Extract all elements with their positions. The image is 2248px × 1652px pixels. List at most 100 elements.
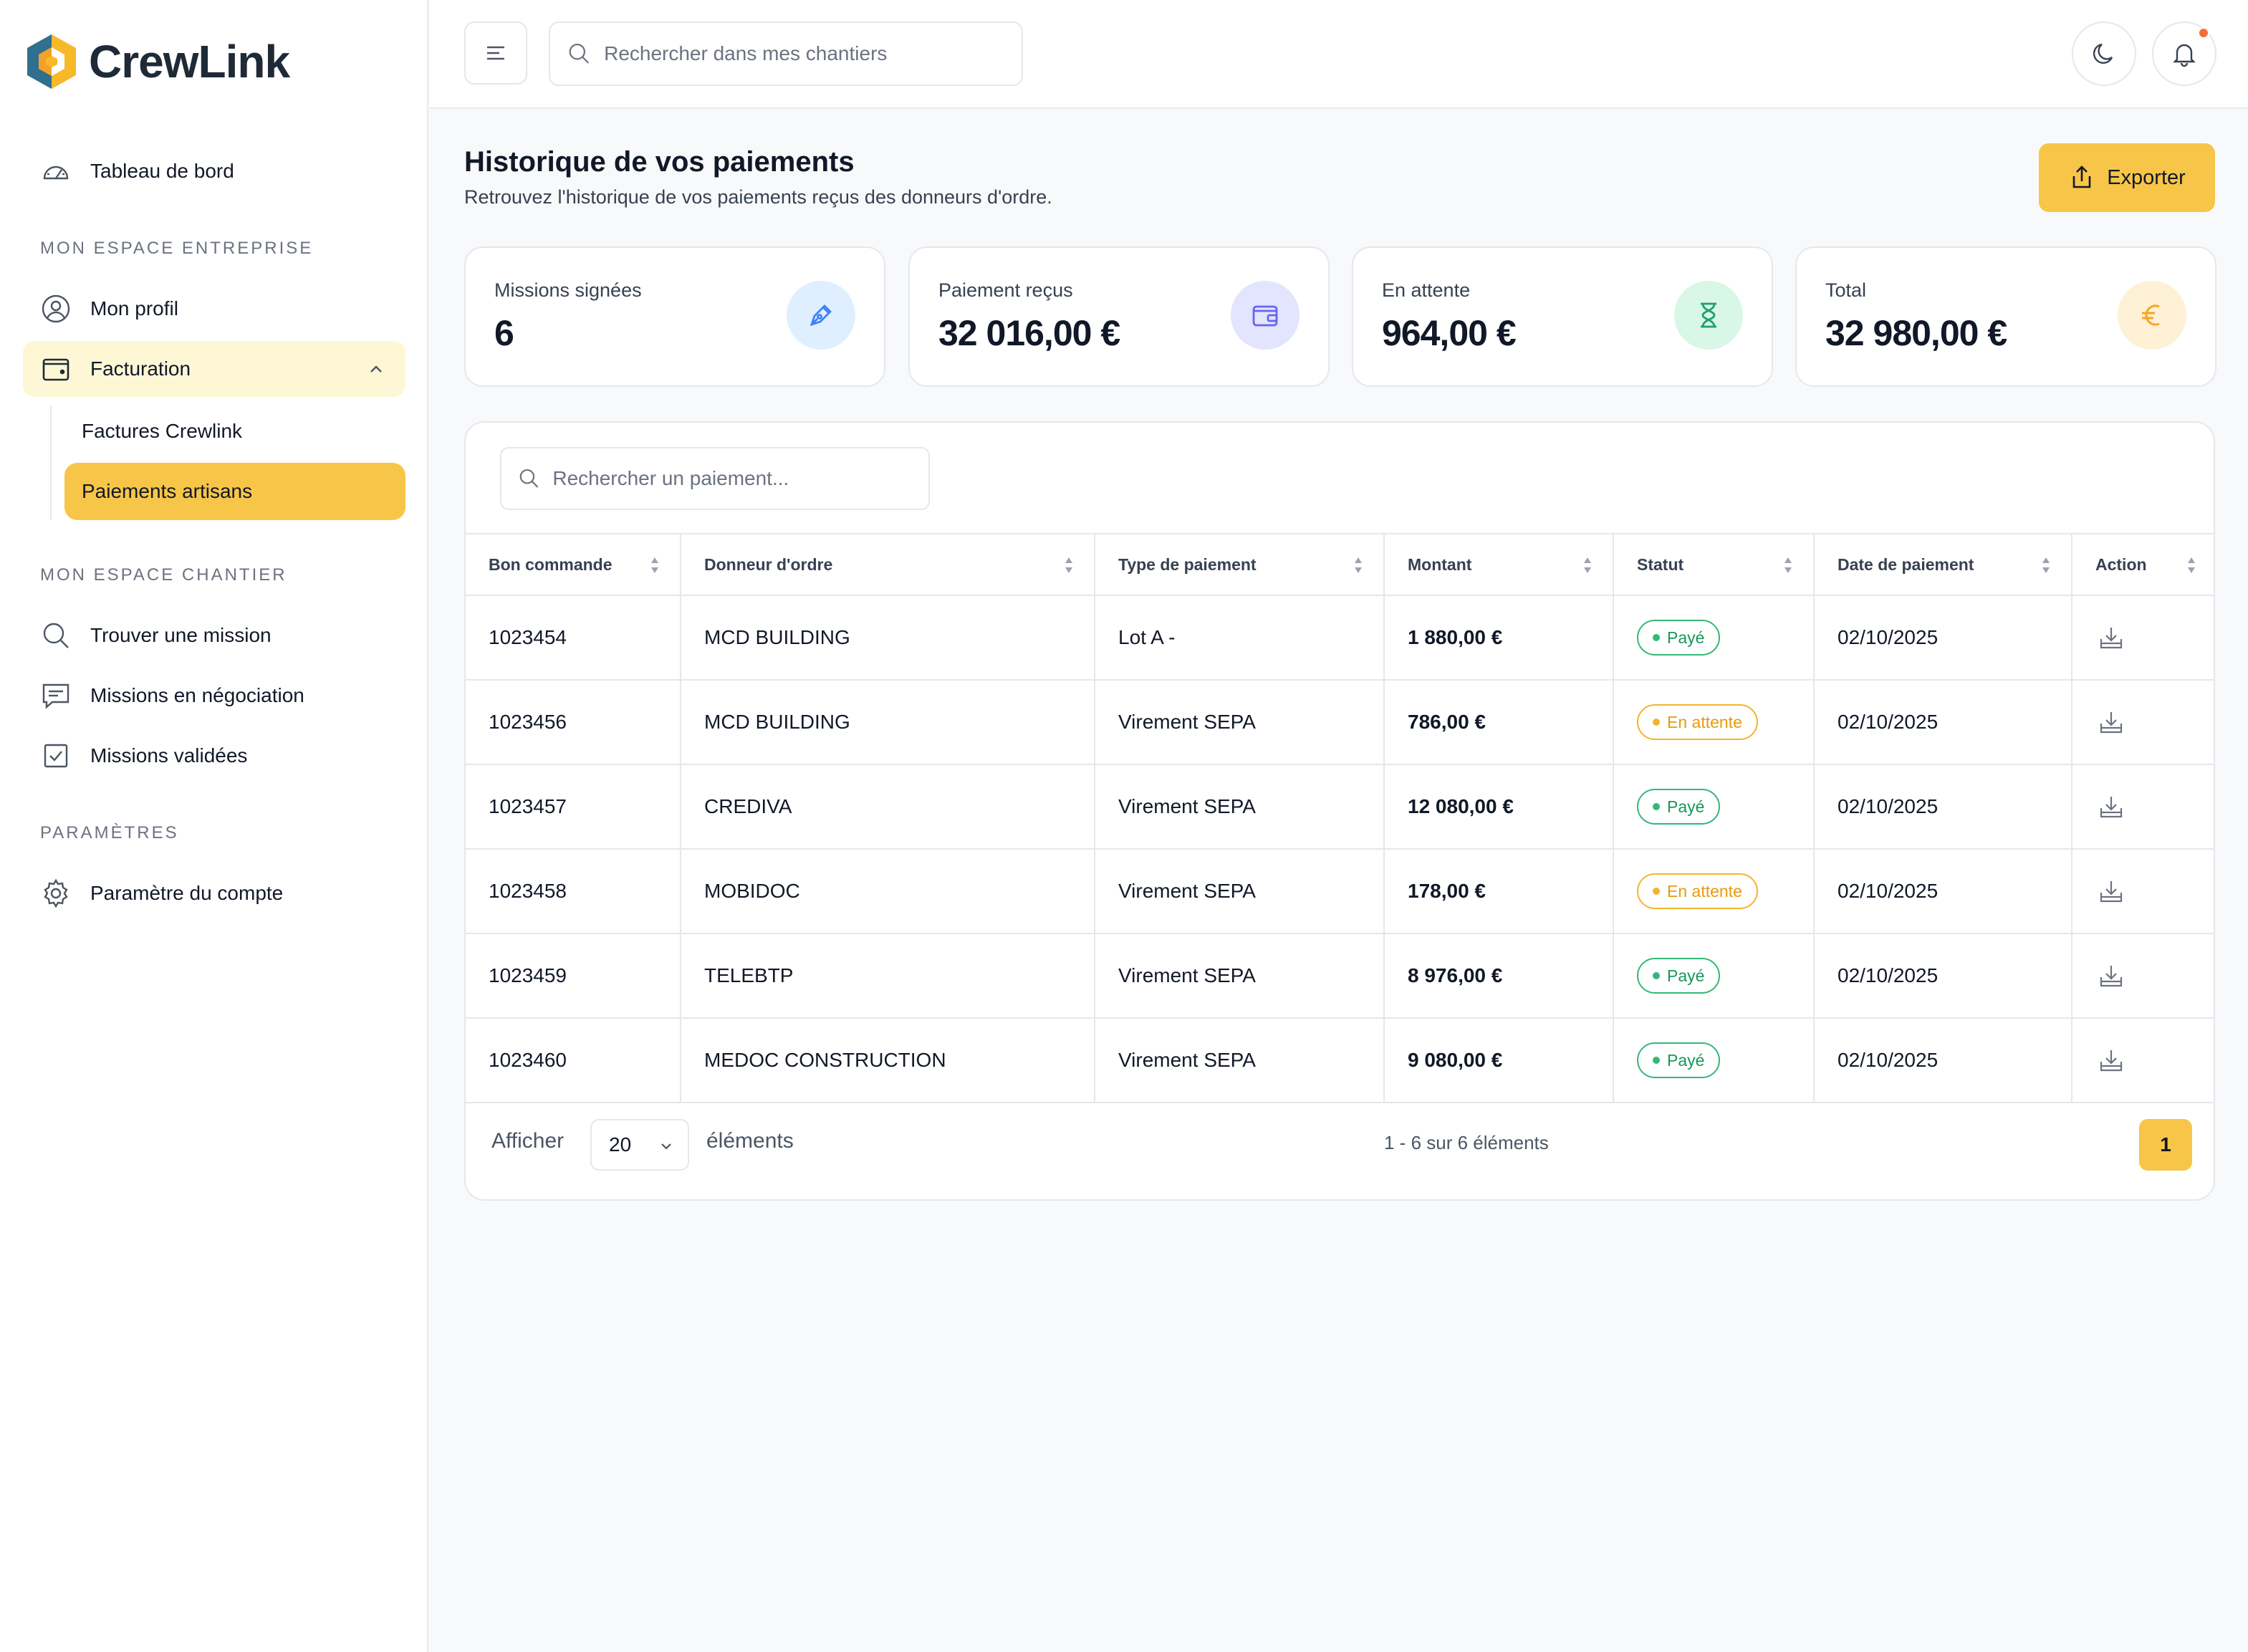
column-header-label: Bon commande: [489, 554, 613, 574]
sidebar-item-negotiation[interactable]: Missions en négociation: [23, 668, 405, 724]
status-dot: [1653, 634, 1660, 641]
sort-icon[interactable]: [2186, 556, 2196, 575]
payments-table: Bon commande Donneur d'ordre Type de pai…: [466, 533, 2214, 1103]
notification-dot: [2198, 27, 2209, 39]
status-dot: [1653, 719, 1660, 726]
crewlink-logo-icon: [27, 34, 76, 89]
sort-icon[interactable]: [1353, 556, 1363, 575]
user-circle-icon: [39, 292, 73, 326]
cell-amount: 12 080,00 €: [1384, 764, 1614, 850]
cell-type: Lot A -: [1095, 595, 1385, 681]
cell-amount: 9 080,00 €: [1384, 1018, 1614, 1103]
sidebar: CrewLink Tableau de bord MON ESPACE ENTR…: [0, 0, 428, 1652]
status-dot: [1653, 972, 1660, 979]
chevron-up-icon[interactable]: [365, 358, 387, 380]
cell-type: Virement SEPA: [1095, 1018, 1385, 1103]
cell-client: MOBIDOC: [681, 849, 1095, 934]
sort-icon[interactable]: [650, 556, 660, 575]
sidebar-item-validated[interactable]: Missions validées: [23, 728, 405, 784]
table-row[interactable]: 1023459 TELEBTP Virement SEPA 8 976,00 € Pay…: [466, 933, 2214, 1019]
cell-date: 02/10/2025: [1814, 764, 2072, 850]
cell-date: 02/10/2025: [1814, 849, 2072, 934]
status-text: En attente: [1667, 712, 1742, 731]
sidebar-item-find-mission[interactable]: Trouver une mission: [23, 608, 405, 663]
sidebar-item-account-settings[interactable]: Paramètre du compte: [23, 865, 405, 921]
cell-date: 02/10/2025: [1814, 933, 2072, 1019]
menu-toggle-button[interactable]: [464, 21, 527, 85]
section-label-entreprise: MON ESPACE ENTREPRISE: [40, 239, 314, 258]
column-header-client[interactable]: Donneur d'ordre: [681, 533, 1095, 596]
page-size-select[interactable]: 20: [590, 1119, 689, 1171]
column-header-type[interactable]: Type de paiement: [1095, 533, 1385, 596]
sidebar-item-billing[interactable]: Facturation: [23, 341, 405, 397]
cell-date: 02/10/2025: [1814, 1018, 2072, 1103]
table-pagination: Afficher 20 éléments 1 - 6 sur 6 élément…: [466, 1096, 2214, 1199]
cell-action: [2072, 595, 2214, 681]
brand-logo[interactable]: CrewLink: [21, 32, 290, 92]
cell-order: 1023459: [466, 933, 681, 1019]
sidebar-subitem-paiements[interactable]: Paiements artisans: [64, 463, 405, 520]
notifications-button[interactable]: [2152, 21, 2216, 86]
cell-client: CREDIVA: [681, 764, 1095, 850]
column-header-label: Montant: [1408, 554, 1472, 574]
global-search-input[interactable]: [604, 42, 1022, 65]
topbar: [430, 0, 2248, 109]
global-search-box[interactable]: [549, 21, 1023, 86]
sidebar-subitem-factures[interactable]: Factures Crewlink: [82, 420, 243, 442]
column-header-date[interactable]: Date de paiement: [1814, 533, 2072, 596]
table-row[interactable]: 1023456 MCD BUILDING Virement SEPA 786,00 €…: [466, 680, 2214, 765]
sort-icon[interactable]: [1783, 556, 1793, 575]
section-label-chantier: MON ESPACE CHANTIER: [40, 565, 287, 585]
table-row[interactable]: 1023454 MCD BUILDING Lot A -1 880,00 € Payé…: [466, 595, 2214, 681]
search-icon: [569, 44, 590, 64]
download-icon[interactable]: [2097, 792, 2125, 821]
column-header-label: Date de paiement: [1838, 554, 1974, 574]
stat-value: 32 016,00 €: [938, 313, 1120, 353]
cell-action: [2072, 1018, 2214, 1103]
download-icon[interactable]: [2097, 623, 2125, 652]
column-header-amount[interactable]: Montant: [1384, 533, 1614, 596]
sidebar-item-profile[interactable]: Mon profil: [23, 281, 405, 337]
payment-search-box[interactable]: [500, 447, 930, 510]
euro-icon: [2118, 281, 2186, 350]
payment-search-input[interactable]: [552, 467, 928, 490]
sidebar-item-dashboard[interactable]: Tableau de bord: [23, 143, 405, 199]
cell-order: 1023458: [466, 849, 681, 934]
table-row[interactable]: 1023457 CREDIVA Virement SEPA 12 080,00 € Pa…: [466, 764, 2214, 850]
cell-type: Virement SEPA: [1095, 849, 1385, 934]
download-icon[interactable]: [2097, 708, 2125, 736]
cell-action: [2072, 933, 2214, 1019]
stat-label: Paiement reçus: [938, 279, 1073, 301]
table-row[interactable]: 1023458 MOBIDOC Virement SEPA 178,00 € En at…: [466, 849, 2214, 934]
cell-type: Virement SEPA: [1095, 933, 1385, 1019]
download-icon[interactable]: [2097, 961, 2125, 990]
cell-client: MEDOC CONSTRUCTION: [681, 1018, 1095, 1103]
page-size-value: 20: [609, 1133, 632, 1156]
sort-icon[interactable]: [1064, 556, 1074, 575]
status-text: Payé: [1667, 966, 1705, 985]
pagination-range: 1 - 6 sur 6 éléments: [1384, 1132, 1549, 1153]
upload-icon: [2072, 165, 2091, 188]
sort-icon[interactable]: [2041, 556, 2051, 575]
submenu-guide-line: [50, 405, 52, 520]
sort-icon[interactable]: [1582, 556, 1593, 575]
download-icon[interactable]: [2097, 877, 2125, 906]
bell-icon: [2173, 44, 2196, 67]
gear-icon: [39, 876, 73, 911]
status-dot: [1653, 803, 1660, 810]
export-button[interactable]: Exporter: [2039, 143, 2215, 212]
page-title: Historique de vos paiements: [464, 146, 855, 178]
table-row[interactable]: 1023460 MEDOC CONSTRUCTION Virement SEPA 9 …: [466, 1018, 2214, 1103]
cell-status: Payé: [1613, 764, 1815, 850]
column-header-action[interactable]: Action: [2072, 533, 2214, 596]
table-header-row: Bon commande Donneur d'ordre Type de pai…: [466, 533, 2214, 596]
pagination-page-button[interactable]: 1: [2139, 1119, 2192, 1171]
theme-toggle-button[interactable]: [2072, 21, 2136, 86]
menu-icon: [487, 46, 504, 60]
column-header-status[interactable]: Statut: [1613, 533, 1815, 596]
cell-order: 1023460: [466, 1018, 681, 1103]
column-header-order[interactable]: Bon commande: [466, 533, 681, 596]
download-icon[interactable]: [2097, 1046, 2125, 1075]
section-label-params: PARAMÈTRES: [40, 823, 179, 842]
column-header-label: Statut: [1637, 554, 1684, 574]
